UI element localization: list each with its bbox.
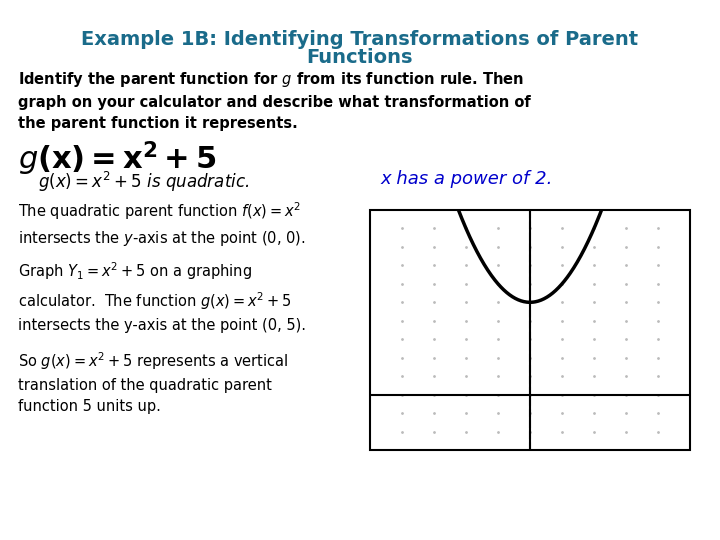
Text: Functions: Functions [307, 48, 413, 67]
Text: Example 1B: Identifying Transformations of Parent: Example 1B: Identifying Transformations … [81, 30, 639, 49]
Text: Graph $Y_1 = x^2 + 5$ on a graphing
calculator.  The function $g(x) = x^2 + 5$
i: Graph $Y_1 = x^2 + 5$ on a graphing calc… [18, 260, 306, 333]
Text: $\mathbf{\mathit{g}(x) = x^2 + 5}$: $\mathbf{\mathit{g}(x) = x^2 + 5}$ [18, 140, 217, 179]
Text: Identify the parent function for $g$ from its function rule. Then
graph on your : Identify the parent function for $g$ fro… [18, 70, 531, 131]
Text: $g(x) = x^2 + 5$ is quadratic.: $g(x) = x^2 + 5$ is quadratic. [38, 170, 249, 194]
Text: The quadratic parent function $f(x) = x^2$
intersects the $y$-axis at the point : The quadratic parent function $f(x) = x^… [18, 200, 306, 248]
Text: x has a power of 2.: x has a power of 2. [380, 170, 552, 188]
Text: So $g(x) = x^2 + 5$ represents a vertical
translation of the quadratic parent
fu: So $g(x) = x^2 + 5$ represents a vertica… [18, 350, 289, 414]
Bar [370, 210, 690, 450]
